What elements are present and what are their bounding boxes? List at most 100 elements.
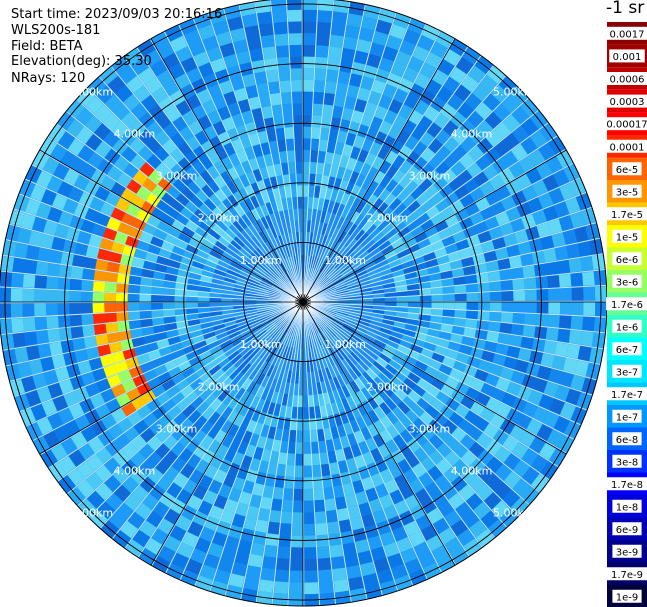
heatmap-cell bbox=[228, 265, 241, 274]
heatmap-cell bbox=[46, 316, 59, 329]
heatmap-cell bbox=[63, 351, 78, 366]
heatmap-cell bbox=[156, 475, 173, 492]
heatmap-cell bbox=[357, 320, 370, 327]
heatmap-cell bbox=[503, 453, 521, 471]
heatmap-cell bbox=[131, 336, 145, 348]
heatmap-cell bbox=[272, 10, 287, 23]
heatmap-cell bbox=[482, 93, 501, 111]
heatmap-cell bbox=[245, 351, 257, 363]
heatmap-cell bbox=[428, 359, 442, 371]
heatmap-cell bbox=[480, 240, 495, 253]
heatmap-cell bbox=[558, 215, 574, 231]
heatmap-cell bbox=[328, 46, 342, 60]
heatmap-cell bbox=[212, 95, 227, 110]
heatmap-cell bbox=[511, 106, 530, 125]
heatmap-cell bbox=[60, 437, 78, 455]
heatmap-cell bbox=[74, 242, 89, 256]
heatmap-cell bbox=[322, 314, 333, 323]
heatmap-cell bbox=[373, 302, 385, 306]
heatmap-cell bbox=[146, 192, 161, 207]
heatmap-cell bbox=[295, 150, 303, 162]
heatmap-cell bbox=[139, 294, 152, 302]
heatmap-cell bbox=[181, 404, 196, 418]
heatmap-cell bbox=[150, 357, 165, 369]
heatmap-cell bbox=[281, 259, 289, 271]
heatmap-cell bbox=[425, 52, 442, 69]
heatmap-cell bbox=[335, 82, 348, 96]
heatmap-cell bbox=[139, 231, 154, 244]
heatmap-cell bbox=[42, 157, 60, 175]
heatmap-cell bbox=[151, 286, 164, 295]
heatmap-cell bbox=[391, 238, 404, 249]
heatmap-cell bbox=[268, 325, 279, 336]
heatmap-cell bbox=[147, 467, 164, 484]
heatmap-cell bbox=[198, 24, 215, 40]
heatmap-cell bbox=[227, 16, 244, 31]
heatmap-cell bbox=[461, 75, 479, 93]
heatmap-cell bbox=[449, 259, 463, 270]
heatmap-cell bbox=[257, 11, 273, 25]
heatmap-cell bbox=[213, 175, 226, 189]
heatmap-cell bbox=[497, 333, 511, 345]
heatmap-cell bbox=[170, 148, 185, 163]
heatmap-cell bbox=[226, 269, 239, 277]
heatmap-cell bbox=[455, 501, 473, 519]
heatmap-cell bbox=[313, 488, 324, 501]
heatmap-cell bbox=[549, 398, 565, 415]
heatmap-cell bbox=[346, 157, 357, 171]
heatmap-cell bbox=[442, 169, 457, 184]
heatmap-cell bbox=[296, 185, 303, 197]
heatmap-cell bbox=[404, 520, 420, 537]
heatmap-cell bbox=[379, 160, 392, 175]
heatmap-cell bbox=[291, 535, 303, 548]
heatmap-cell bbox=[389, 24, 407, 40]
heatmap-cell bbox=[242, 264, 254, 273]
heatmap-cell bbox=[358, 27, 375, 42]
heatmap-cell bbox=[276, 277, 287, 287]
heatmap-cell bbox=[291, 347, 296, 360]
heatmap-cell bbox=[338, 519, 352, 533]
ray-gap bbox=[302, 206, 593, 303]
heatmap-cell bbox=[303, 430, 311, 443]
heatmap-cell bbox=[525, 167, 542, 184]
heatmap-cell bbox=[289, 582, 303, 595]
heatmap-cell bbox=[25, 245, 40, 260]
heatmap-cell bbox=[274, 315, 285, 325]
heatmap-cell bbox=[131, 435, 147, 451]
heatmap-cell bbox=[369, 227, 381, 239]
heatmap-cell bbox=[369, 346, 382, 357]
heatmap-cell bbox=[468, 441, 485, 458]
heatmap-cell bbox=[355, 270, 367, 278]
heatmap-cell bbox=[57, 181, 74, 198]
heatmap-cell bbox=[95, 334, 109, 346]
heatmap-cell bbox=[282, 321, 291, 332]
colorbar-label-bg bbox=[606, 94, 647, 108]
heatmap-cell bbox=[363, 64, 378, 80]
heatmap-cell bbox=[239, 326, 251, 334]
heatmap-cell bbox=[213, 160, 227, 175]
heatmap-cell bbox=[303, 395, 309, 408]
heatmap-cell bbox=[373, 376, 386, 389]
heatmap-cell bbox=[224, 535, 240, 551]
heatmap-cell bbox=[332, 241, 341, 253]
heatmap-cell bbox=[241, 378, 253, 391]
heatmap-cell bbox=[54, 366, 70, 382]
heatmap-cell bbox=[495, 247, 509, 260]
heatmap-cell bbox=[335, 349, 345, 361]
heatmap-cell bbox=[420, 219, 435, 232]
heatmap-cell bbox=[391, 183, 405, 198]
heatmap-cell bbox=[350, 146, 361, 160]
heatmap-cell bbox=[390, 330, 404, 340]
heatmap-cell bbox=[95, 212, 111, 227]
heatmap-cell bbox=[322, 330, 331, 342]
heatmap-cell bbox=[240, 135, 252, 150]
heatmap-cell bbox=[179, 418, 194, 433]
heatmap-cell bbox=[250, 208, 261, 221]
heatmap-cell bbox=[334, 141, 345, 155]
heatmap-cell bbox=[122, 442, 138, 459]
heatmap-cell bbox=[186, 308, 199, 315]
heatmap-cell bbox=[226, 127, 240, 142]
heatmap-cell bbox=[534, 263, 548, 277]
heatmap-cell bbox=[421, 426, 436, 441]
heatmap-cell bbox=[111, 241, 125, 254]
